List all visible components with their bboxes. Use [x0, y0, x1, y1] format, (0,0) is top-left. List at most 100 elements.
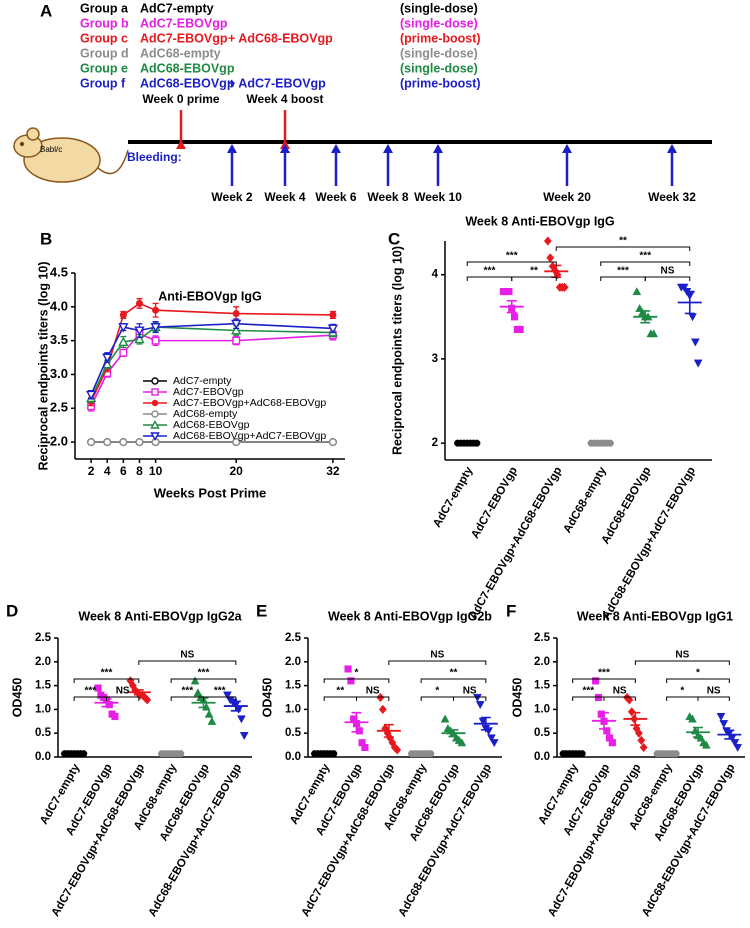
panel-label: D	[6, 601, 18, 620]
marker	[134, 326, 145, 336]
y-tick-label: 2.0	[50, 434, 68, 449]
bleeding-arrow-head	[562, 144, 572, 153]
legend-label: AdC68-EBOVgp	[173, 419, 250, 431]
marker	[361, 743, 369, 752]
significance-bracket	[634, 660, 730, 665]
marker	[473, 693, 482, 702]
significance-bracket	[511, 276, 557, 281]
legend-label: AdC68-EBOVgp+AdC7-EBOVgp	[173, 430, 326, 442]
sem-bar	[351, 711, 362, 733]
sem-bar	[506, 300, 517, 314]
x-tick-label: AdC7-EBOVgp	[469, 465, 520, 541]
y-axis-label: OD450	[10, 678, 24, 718]
marker	[393, 745, 402, 755]
significance-bracket	[323, 678, 390, 683]
marker	[119, 438, 128, 447]
marker	[201, 702, 211, 711]
legend-label: AdC68-empty	[173, 408, 238, 420]
marker	[592, 677, 600, 685]
y-tick-label: 2.5	[285, 632, 302, 644]
marker	[223, 691, 232, 700]
y-tick-label: 2.5	[35, 632, 52, 644]
marker	[207, 716, 217, 725]
significance-bracket	[138, 660, 237, 665]
sem-bar	[693, 726, 703, 738]
significance-label: **	[450, 668, 458, 679]
significance-bracket	[600, 261, 691, 266]
bleeding-week: Week 6	[315, 190, 356, 204]
significance-bracket	[356, 696, 390, 701]
y-axis-label: OD450	[510, 678, 524, 718]
significance-label: **	[530, 266, 538, 277]
bleeding-arrow-head	[280, 144, 290, 153]
sem-bar	[640, 310, 651, 324]
marker	[232, 310, 240, 318]
chart-title: Week 8 Anti-EBOVgp IgG2a	[78, 609, 242, 623]
chart-title: Week 8 Anti-EBOVgp IgG1	[577, 609, 733, 623]
significance-label: ***	[181, 686, 193, 697]
marker	[119, 311, 127, 319]
y-tick-label: 4.5	[50, 264, 68, 279]
group-vaccine: AdC7-EBOVgp	[140, 31, 228, 45]
y-axis-label: Reciprocal endpoints titers (log 10)	[36, 261, 50, 470]
significance-bracket	[644, 276, 691, 281]
sem-bar	[630, 711, 641, 726]
y-tick-label: 3	[432, 353, 438, 365]
x-tick-label: 20	[230, 464, 244, 478]
sem-bar	[599, 711, 609, 730]
bleeding-week: Week 20	[543, 190, 591, 204]
significance-bracket	[323, 696, 357, 701]
group-boost: + AdC68-EBOVgp	[228, 31, 333, 45]
marker	[152, 306, 160, 314]
marker	[150, 432, 160, 442]
significance-bracket	[603, 696, 636, 701]
significance-label: ***	[484, 266, 496, 277]
marker	[151, 399, 159, 407]
significance-label: **	[336, 686, 344, 697]
group-regimen: (single-dose)	[400, 1, 478, 15]
x-tick-label: AdC7-EBOVgp+AdC68-EBOVgp	[467, 465, 564, 622]
group-vaccine: AdC68-EBOVgp	[140, 61, 235, 75]
significance-label: ***	[598, 668, 610, 679]
significance-label: NS	[366, 686, 380, 697]
marker	[693, 359, 703, 368]
marker	[118, 323, 129, 333]
x-tick-label: AdC68-empty	[562, 465, 610, 536]
bleeding-arrow-head	[331, 144, 341, 153]
marker	[143, 695, 152, 705]
y-axis-label: Reciprocal endpoints titers (log 10)	[390, 246, 404, 455]
immunization-label: Week 0 prime	[142, 92, 219, 106]
significance-label: ***	[617, 266, 629, 277]
y-axis-label: OD450	[260, 678, 274, 718]
marker	[237, 715, 246, 724]
y-tick-label: 2.5	[50, 400, 68, 415]
mouse-ear	[26, 127, 40, 141]
mouse-eye	[19, 141, 25, 147]
marker	[546, 253, 555, 263]
significance-bracket	[466, 276, 513, 281]
bleeding-week: Week 10	[414, 190, 462, 204]
significance-label: NS	[661, 266, 675, 277]
marker	[135, 438, 144, 447]
y-tick-label: 1.5	[534, 680, 551, 692]
marker	[679, 283, 689, 292]
marker	[328, 438, 337, 447]
x-tick-label: 6	[120, 464, 127, 478]
y-tick-label: 2.0	[534, 656, 550, 668]
marker	[505, 287, 513, 296]
significance-label: ***	[214, 686, 226, 697]
marker	[87, 438, 96, 447]
marker	[637, 735, 646, 746]
immunization-arrow-head	[176, 140, 186, 149]
marker	[560, 282, 569, 293]
y-tick-label: 0.0	[285, 751, 301, 763]
y-tick-label: 2.5	[534, 632, 551, 644]
marker	[690, 338, 700, 347]
x-tick-label: 32	[326, 464, 340, 478]
marker	[204, 709, 214, 718]
x-tick-label: 4	[104, 464, 111, 478]
x-tick-label: 2	[88, 464, 95, 478]
group-vaccine: AdC7-EBOVgp	[140, 16, 228, 30]
